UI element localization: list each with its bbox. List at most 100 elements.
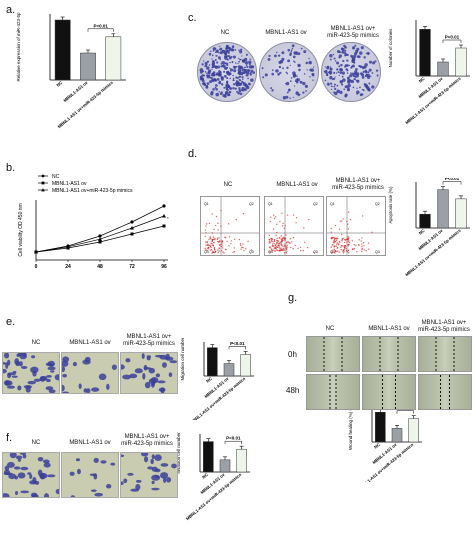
data-point <box>98 234 102 238</box>
colony <box>219 51 223 55</box>
event <box>281 238 284 241</box>
event <box>290 246 292 249</box>
event <box>285 248 288 251</box>
colony <box>297 52 301 56</box>
event <box>278 242 280 244</box>
label-ov-d: MBNL1-AS1 ov <box>276 182 318 188</box>
colony <box>331 78 334 81</box>
colony <box>290 50 293 53</box>
colony <box>366 75 371 79</box>
colony <box>271 72 275 76</box>
legend-marker <box>41 181 45 185</box>
panel-label-e: e. <box>6 316 16 328</box>
cell <box>77 468 81 475</box>
colony <box>300 47 303 50</box>
cell <box>90 489 97 492</box>
colony <box>240 48 243 51</box>
colony <box>349 74 353 78</box>
event <box>275 244 277 246</box>
colony <box>211 54 214 57</box>
event <box>276 246 279 248</box>
legend-marker <box>41 174 45 178</box>
event <box>347 239 350 241</box>
colony <box>212 88 215 91</box>
colony <box>219 47 223 51</box>
series-line <box>35 205 165 253</box>
event <box>361 248 363 251</box>
event <box>343 248 346 250</box>
colony <box>215 92 220 97</box>
colony <box>233 65 237 69</box>
colony <box>376 74 379 77</box>
cell <box>72 361 77 367</box>
x-tick-label: 72 <box>129 264 135 270</box>
cell <box>155 373 161 378</box>
colony <box>231 61 234 64</box>
event <box>276 242 278 245</box>
colony <box>332 53 335 56</box>
x-tick-label: NC <box>418 228 426 236</box>
colony <box>336 89 341 94</box>
colony <box>342 78 346 82</box>
event <box>218 247 221 249</box>
colony <box>339 67 343 72</box>
colony <box>228 90 232 94</box>
data-point <box>130 220 134 224</box>
cell <box>17 385 22 391</box>
colony <box>342 59 345 63</box>
colony <box>267 57 271 61</box>
x-tick-label: 0 <box>35 264 38 270</box>
colony <box>329 53 333 58</box>
event <box>362 241 365 244</box>
cell <box>151 474 161 481</box>
colony <box>298 65 301 67</box>
event <box>273 240 276 243</box>
cell <box>78 383 82 389</box>
colony <box>224 90 229 95</box>
colony <box>372 61 376 65</box>
cell <box>29 480 37 485</box>
colony <box>246 74 249 77</box>
colony <box>351 57 356 61</box>
cell <box>7 372 12 379</box>
colony <box>237 62 239 65</box>
y-axis-label: Relative expression of miR-423-5p <box>16 12 21 82</box>
event <box>333 245 336 247</box>
cell <box>122 374 131 380</box>
y-axis-label: Migration cell number <box>180 338 185 381</box>
colony <box>278 65 282 69</box>
event <box>208 238 210 240</box>
cell <box>106 484 112 489</box>
colony <box>329 70 332 74</box>
colony <box>237 76 240 79</box>
colony <box>286 91 289 94</box>
colony <box>262 76 265 79</box>
cell <box>144 456 149 463</box>
event <box>277 244 279 247</box>
event <box>242 246 244 249</box>
cell <box>29 474 33 480</box>
event <box>273 242 275 245</box>
event <box>346 251 349 253</box>
significance-bracket <box>396 410 414 414</box>
event <box>230 240 232 242</box>
colony <box>228 47 232 51</box>
quadrant-label: Q2 <box>375 202 380 206</box>
event <box>212 245 215 247</box>
event <box>284 245 286 247</box>
colony <box>291 47 294 50</box>
colony <box>238 60 240 63</box>
event <box>211 232 213 234</box>
data-point <box>98 240 102 244</box>
cell <box>161 362 167 368</box>
event <box>347 249 350 252</box>
colony <box>279 71 282 75</box>
event <box>240 248 242 250</box>
event <box>212 250 214 252</box>
colony <box>201 74 205 77</box>
colony <box>201 79 205 83</box>
colony <box>339 71 343 75</box>
colony <box>344 46 347 49</box>
significance-label: P<0.01 <box>226 436 241 441</box>
legend-label: MBNL1-AS1 ov+miR-423-5p mimics <box>52 188 133 194</box>
